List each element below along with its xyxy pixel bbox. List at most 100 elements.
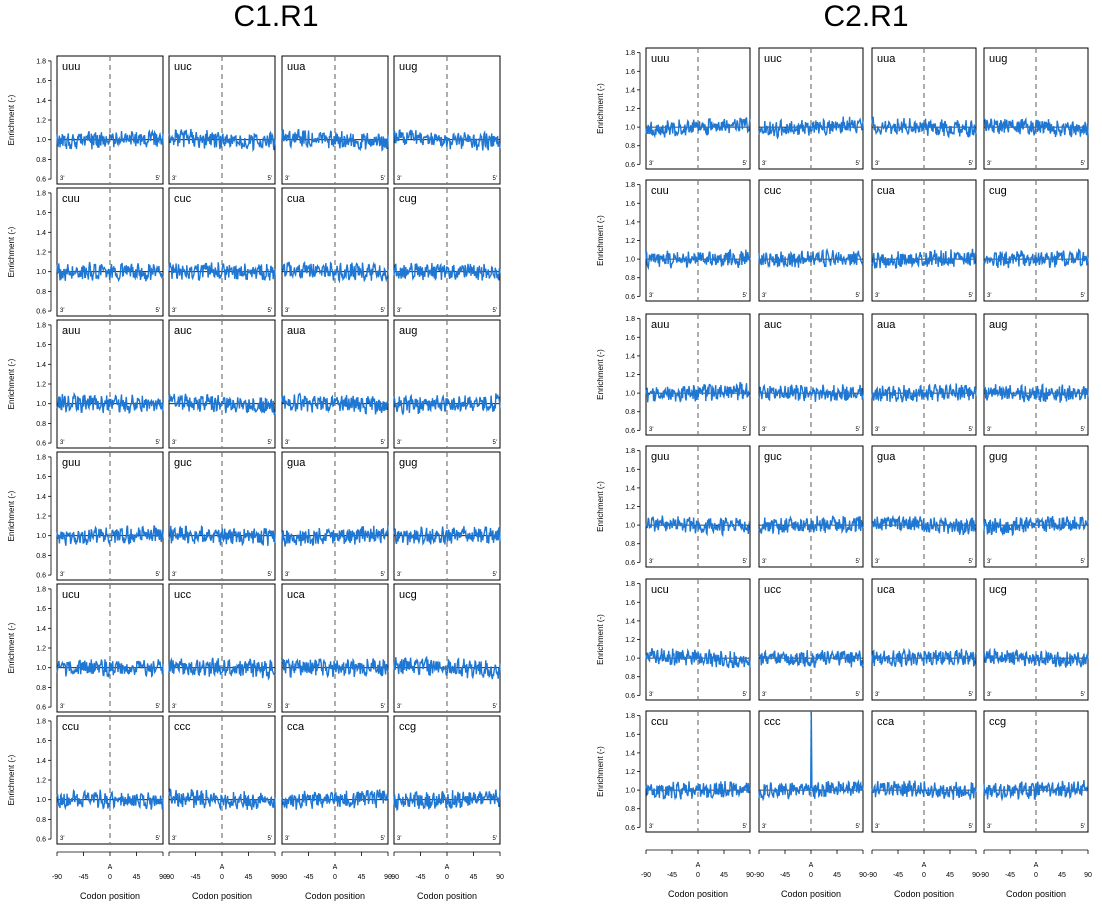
series-line-aug [393,393,501,416]
end-label-5prime: 5' [381,308,385,314]
y-tick-label: 1.0 [625,391,635,398]
codon-label: uuc [764,53,782,65]
y-tick-label: 1.4 [36,494,46,501]
codon-label: cuc [174,193,192,205]
y-tick-label: 1.0 [625,523,635,530]
y-tick-label: 0.8 [625,409,635,416]
end-label-5prime: 5' [493,440,497,446]
series-line-cuu [56,261,164,283]
series-line-auu [56,391,164,414]
series-line-auc [168,393,276,416]
codon-label: uca [287,589,306,601]
end-label-3prime: 3' [172,572,176,578]
end-label-5prime: 5' [743,824,747,830]
y-tick-label: 1.8 [36,190,46,197]
end-label-5prime: 5' [268,308,272,314]
codon-label: gug [989,451,1007,463]
end-label-3prime: 3' [285,308,289,314]
codon-label: uua [877,53,896,65]
y-tick-label: 0.6 [36,837,46,844]
codon-label: guc [764,451,782,463]
codon-label: ccu [651,716,668,728]
end-label-3prime: 3' [649,161,653,167]
codon-label: cca [287,721,305,733]
end-label-5prime: 5' [856,293,860,299]
series-line-uua [281,128,389,152]
y-tick-label: 1.4 [36,626,46,633]
series-line-ccc [168,788,276,812]
y-tick-label: 0.6 [36,441,46,448]
codon-label: ucc [764,584,782,596]
end-label-3prime: 3' [762,427,766,433]
x-tick-label: -45 [1005,872,1015,879]
x-tick-label: -45 [190,874,200,881]
y-tick-label: 1.8 [36,454,46,461]
end-label-5prime: 5' [856,161,860,167]
codon-label: ucc [174,589,192,601]
y-axis-label: Enrichment (-) [596,215,605,266]
x-tick-label: 90 [1084,872,1092,879]
a-site-label: A [445,864,450,871]
codon-label: aug [989,319,1007,331]
y-tick-label: 0.6 [625,825,635,832]
series-line-auu [645,381,751,403]
series-line-gug [983,515,1089,537]
y-axis-label: Enrichment (-) [7,490,16,541]
a-site-label: A [1034,862,1039,869]
series-line-cuc [758,247,864,269]
series-line-uuu [645,116,751,139]
y-tick-label: 1.8 [36,586,46,593]
end-label-3prime: 3' [875,559,879,565]
codon-label: gua [877,451,896,463]
x-tick-label: 45 [720,872,728,879]
x-tick-label: 0 [696,872,700,879]
y-tick-label: 1.2 [36,778,46,785]
end-label-3prime: 3' [987,824,991,830]
end-label-5prime: 5' [969,692,973,698]
end-label-5prime: 5' [1081,692,1085,698]
x-tick-label: 90 [972,872,980,879]
end-label-5prime: 5' [156,308,160,314]
y-tick-label: 1.2 [625,372,635,379]
end-label-5prime: 5' [856,692,860,698]
y-tick-label: 1.2 [36,382,46,389]
series-line-gua [871,514,977,536]
end-label-5prime: 5' [268,176,272,182]
codon-label: gug [399,457,417,469]
end-label-3prime: 3' [397,176,401,182]
y-tick-label: 1.8 [625,316,635,323]
y-axis-label: Enrichment (-) [596,349,605,400]
y-tick-label: 1.4 [625,618,635,625]
end-label-5prime: 5' [381,704,385,710]
panel-title-1: C1.R1 [233,0,318,33]
end-label-3prime: 3' [60,176,64,182]
a-site-label: A [809,862,814,869]
y-tick-label: 1.6 [625,69,635,76]
end-label-5prime: 5' [743,161,747,167]
y-tick-label: 1.8 [36,322,46,329]
series-line-uuu [56,129,164,150]
x-tick-label: -90 [867,872,877,879]
series-line-uca [871,647,977,667]
codon-label: cug [399,193,417,205]
y-tick-label: 1.4 [36,230,46,237]
end-label-5prime: 5' [493,572,497,578]
x-tick-label: 0 [108,874,112,881]
end-label-5prime: 5' [743,692,747,698]
codon-label: auc [174,325,192,337]
y-tick-label: 1.6 [36,78,46,85]
codon-label: uug [989,53,1007,65]
end-label-3prime: 3' [285,440,289,446]
x-tick-label: -45 [780,872,790,879]
y-tick-label: 0.6 [625,294,635,301]
y-tick-label: 1.6 [36,474,46,481]
a-site-label: A [696,862,701,869]
end-label-3prime: 3' [875,824,879,830]
end-label-3prime: 3' [987,559,991,565]
x-tick-label: -90 [164,874,174,881]
end-label-5prime: 5' [1081,293,1085,299]
end-label-5prime: 5' [743,293,747,299]
y-tick-label: 1.2 [625,238,635,245]
end-label-5prime: 5' [268,836,272,842]
x-tick-label: 90 [159,874,167,881]
